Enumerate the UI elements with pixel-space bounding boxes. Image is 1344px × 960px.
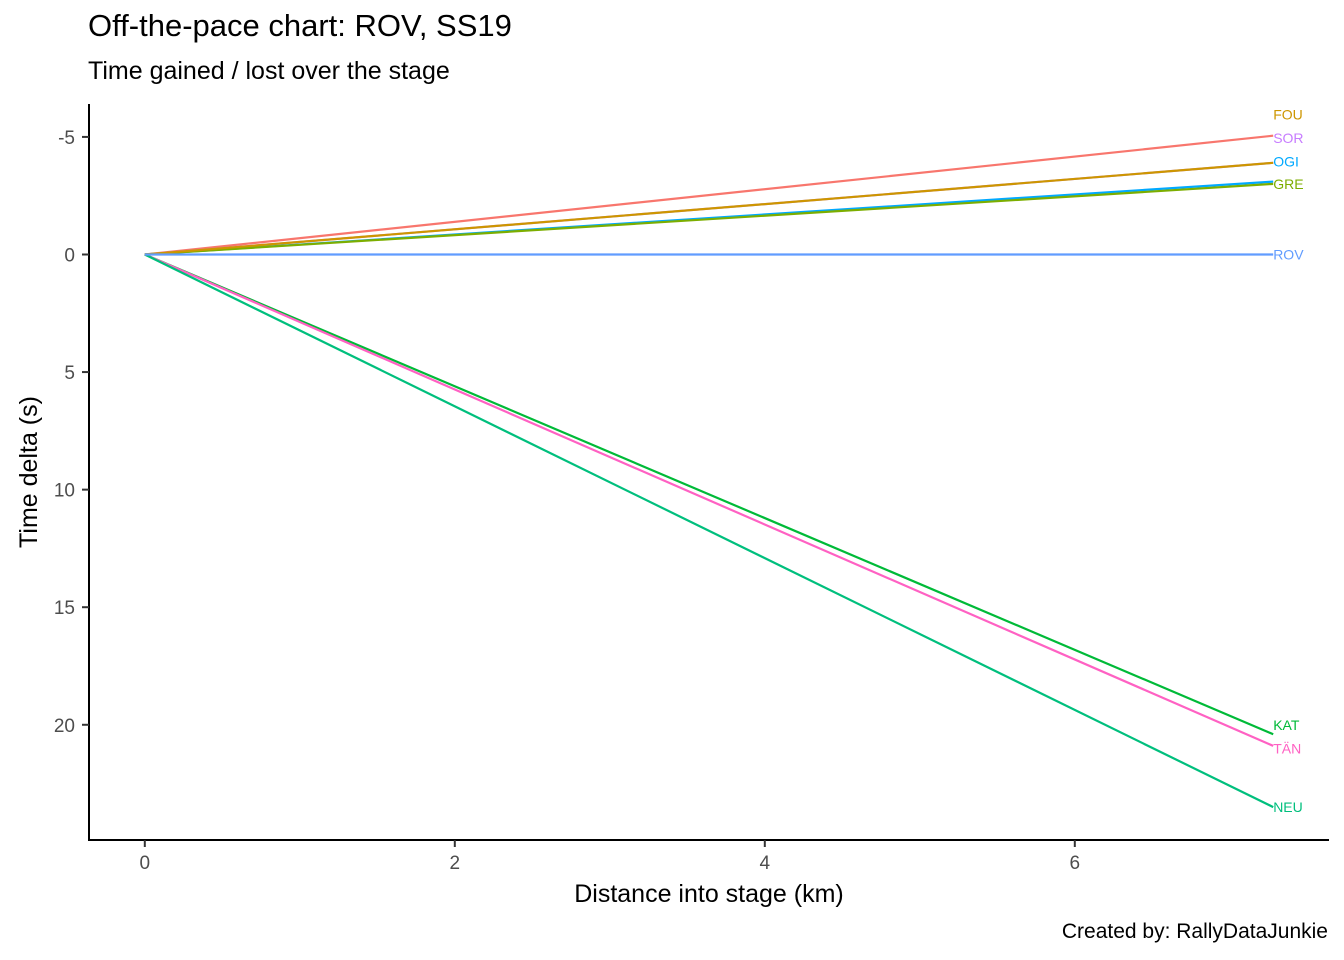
y-tick-label: 0 bbox=[64, 245, 75, 266]
series-line-tän bbox=[144, 253, 1274, 747]
x-tick-label: 6 bbox=[1070, 853, 1081, 874]
chart-subtitle: Time gained / lost over the stage bbox=[88, 57, 450, 85]
series-line-kat bbox=[144, 253, 1274, 736]
y-tick-label: 5 bbox=[64, 363, 75, 384]
x-tick-label: 2 bbox=[450, 853, 461, 874]
end-label-gre: GRE bbox=[1273, 176, 1303, 192]
x-tick-label: 0 bbox=[140, 853, 151, 874]
series-line-neu bbox=[144, 253, 1274, 809]
series-line-fou bbox=[144, 134, 1274, 256]
end-label-fou: FOU bbox=[1273, 107, 1303, 123]
y-tick-label: 20 bbox=[54, 716, 75, 737]
end-label-sor: SOR bbox=[1273, 130, 1303, 146]
series-line-gre bbox=[144, 182, 1274, 256]
series-line-extra bbox=[144, 161, 1274, 256]
y-tick-label: -5 bbox=[58, 128, 75, 149]
end-label-layer: FOU SOR OGI GRE ROV KAT TÄN NEU bbox=[1273, 107, 1304, 815]
end-label-neu: NEU bbox=[1273, 799, 1303, 815]
y-tick-label: 15 bbox=[54, 598, 75, 619]
end-label-kat: KAT bbox=[1273, 717, 1300, 733]
end-label-ogi: OGI bbox=[1273, 154, 1299, 170]
y-axis-title: Time delta (s) bbox=[15, 396, 43, 548]
y-tick-label: 10 bbox=[54, 481, 75, 502]
chart-caption: Created by: RallyDataJunkie bbox=[1061, 920, 1328, 943]
end-label-tän: TÄN bbox=[1273, 740, 1301, 756]
chart-title: Off-the-pace chart: ROV, SS19 bbox=[88, 8, 512, 43]
series-layer bbox=[144, 134, 1274, 809]
x-tick-label: 4 bbox=[760, 853, 771, 874]
end-label-rov: ROV bbox=[1273, 246, 1304, 262]
x-axis-title: Distance into stage (km) bbox=[574, 880, 844, 908]
axis-layer bbox=[82, 104, 1329, 847]
